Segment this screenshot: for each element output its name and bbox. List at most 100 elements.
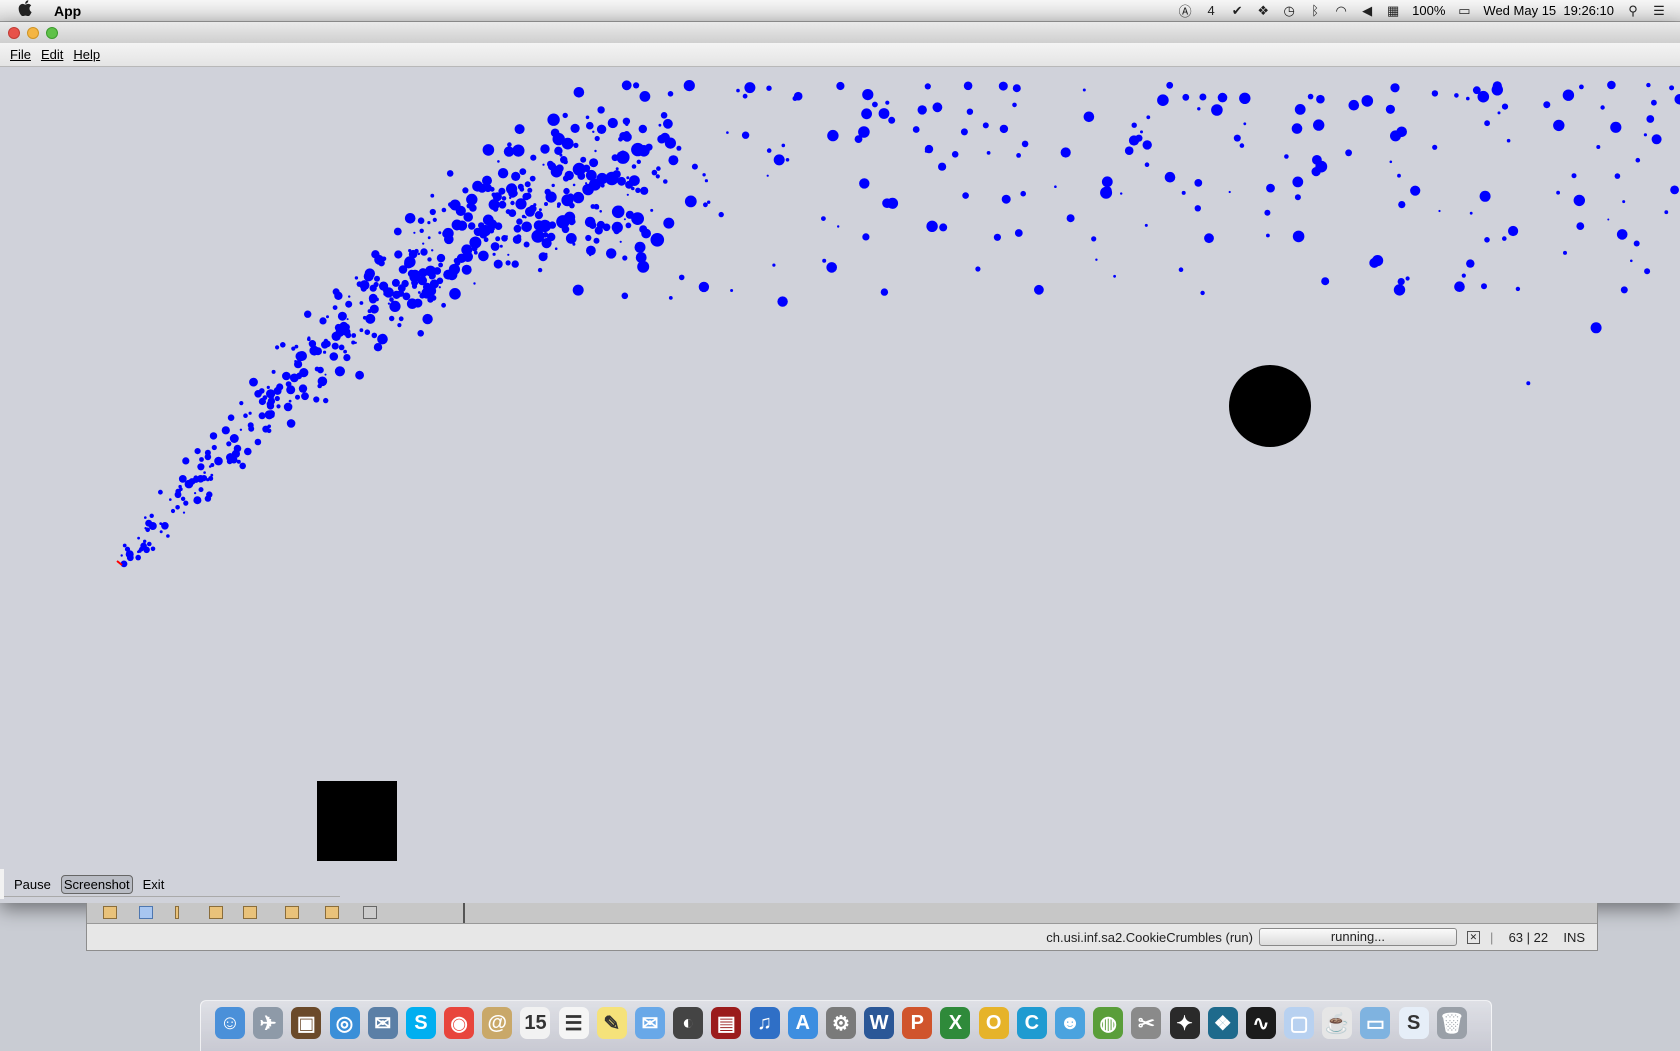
crumb-particle: [1502, 104, 1508, 110]
crumb-particle: [1462, 274, 1466, 278]
facetime-icon[interactable]: ◐: [673, 1007, 703, 1039]
volume-icon[interactable]: ◀: [1360, 3, 1374, 19]
crumb-particle: [418, 291, 421, 294]
tool-icon[interactable]: [103, 906, 117, 919]
safari-icon[interactable]: ◎: [330, 1007, 360, 1039]
excel-icon[interactable]: X: [940, 1007, 970, 1039]
java-icon[interactable]: ☕: [1322, 1007, 1352, 1039]
crumb-particle: [447, 170, 454, 177]
cyberduck-icon[interactable]: ✦: [1170, 1007, 1200, 1039]
clock[interactable]: Wed May 15 19:26:10: [1483, 3, 1614, 18]
app-store-icon[interactable]: A: [788, 1007, 818, 1039]
tool-icon[interactable]: [325, 906, 339, 919]
reminders-icon[interactable]: ☰: [559, 1007, 589, 1039]
crumb-particle: [699, 282, 709, 292]
crumb-particle: [506, 260, 511, 265]
crumb-particle: [1313, 119, 1324, 130]
tool-icon[interactable]: [175, 906, 179, 919]
screenshot-button[interactable]: Screenshot: [61, 875, 133, 894]
outlook-icon[interactable]: O: [979, 1007, 1009, 1039]
menu-edit[interactable]: Edit: [41, 47, 63, 62]
photos-icon[interactable]: ▤: [711, 1007, 741, 1039]
crumb-particle: [1466, 97, 1470, 101]
tool-icon[interactable]: [243, 906, 257, 919]
crumb-particle: [1574, 195, 1585, 206]
crumb-particle: [1432, 90, 1438, 96]
pause-button[interactable]: Pause: [10, 875, 55, 894]
image-tool-icon[interactable]: ✂: [1131, 1007, 1161, 1039]
progress-bar: running...: [1259, 928, 1457, 946]
cancel-run-icon[interactable]: ✕: [1467, 931, 1480, 944]
crumb-particle: [1034, 285, 1044, 295]
adobe-icon[interactable]: Ⓐ: [1178, 1, 1192, 20]
zoom-window-button[interactable]: [46, 27, 58, 39]
wifi-icon[interactable]: ◠: [1334, 3, 1348, 19]
crumb-particle: [1020, 191, 1026, 197]
crumb-particle: [231, 416, 234, 419]
checkmark-icon[interactable]: ✔: [1230, 3, 1244, 19]
crumb-particle: [589, 254, 591, 256]
finder-icon[interactable]: ☺: [215, 1007, 245, 1039]
crumb-particle: [319, 317, 326, 324]
notes-icon[interactable]: ✎: [597, 1007, 627, 1039]
contacts-icon[interactable]: @: [482, 1007, 512, 1039]
chrome-icon[interactable]: ◉: [444, 1007, 474, 1039]
flag-icon[interactable]: ▦: [1386, 3, 1400, 19]
crumb-particle: [511, 190, 518, 197]
ide-window: ch.usi.inf.sa2.CookieCrumbles (run) runn…: [86, 903, 1598, 951]
sourcetree-icon[interactable]: ❖: [1208, 1007, 1238, 1039]
crumb-particle: [1143, 140, 1152, 149]
virtualbox-icon[interactable]: ▢: [1284, 1007, 1314, 1039]
crumb-particle: [1644, 133, 1647, 136]
simulation-canvas[interactable]: [0, 67, 1680, 892]
messenger-icon[interactable]: ☻: [1055, 1007, 1085, 1039]
dropbox-icon[interactable]: ❖: [1256, 3, 1270, 19]
crumb-particle: [427, 257, 431, 261]
close-window-button[interactable]: [8, 27, 20, 39]
battery-icon[interactable]: ▭: [1457, 3, 1471, 19]
trash-icon[interactable]: 🗑: [1437, 1007, 1467, 1039]
globe-icon[interactable]: ◍: [1093, 1007, 1123, 1039]
crumb-particle: [1630, 260, 1633, 263]
tool-icon[interactable]: [363, 906, 377, 919]
menu-help[interactable]: Help: [73, 47, 100, 62]
crumb-particle: [703, 202, 708, 207]
apple-icon[interactable]: [18, 0, 38, 21]
tool-icon[interactable]: [285, 906, 299, 919]
system-preferences-icon[interactable]: ⚙: [826, 1007, 856, 1039]
documents-folder-icon[interactable]: ▭: [1360, 1007, 1390, 1039]
photo-booth-icon[interactable]: ▣: [291, 1007, 321, 1039]
launchpad-icon[interactable]: ✈: [253, 1007, 283, 1039]
crumb-particle: [925, 145, 933, 153]
window-title-bar[interactable]: [0, 22, 1680, 44]
minimize-window-button[interactable]: [27, 27, 39, 39]
mail-icon[interactable]: ✉: [368, 1007, 398, 1039]
powerpoint-icon[interactable]: P: [902, 1007, 932, 1039]
notification-center-icon[interactable]: ☰: [1652, 3, 1666, 19]
word-icon[interactable]: W: [864, 1007, 894, 1039]
downloads-stack-icon[interactable]: S: [1399, 1007, 1429, 1039]
tool-icon[interactable]: [209, 906, 223, 919]
calendar-icon[interactable]: 15: [520, 1007, 550, 1039]
crumb-particle: [135, 555, 141, 561]
menu-file[interactable]: File: [10, 47, 31, 62]
battery-percent[interactable]: 100%: [1412, 3, 1445, 18]
c-app-icon[interactable]: C: [1017, 1007, 1047, 1039]
crumb-particle: [374, 276, 380, 282]
app-name[interactable]: App: [54, 3, 81, 19]
messages-icon[interactable]: ✉: [635, 1007, 665, 1039]
crumb-particle: [498, 168, 508, 178]
tool-icon[interactable]: [139, 906, 153, 919]
notifications-count[interactable]: 4: [1204, 3, 1218, 18]
run-target-label[interactable]: ch.usi.inf.sa2.CookieCrumbles (run): [1046, 930, 1253, 945]
time-machine-icon[interactable]: ◷: [1282, 3, 1296, 19]
bluetooth-icon[interactable]: ᛒ: [1308, 3, 1322, 18]
itunes-icon[interactable]: ♫: [750, 1007, 780, 1039]
skype-icon[interactable]: S: [406, 1007, 436, 1039]
activity-monitor-icon[interactable]: ∿: [1246, 1007, 1276, 1039]
crumb-particle: [599, 210, 602, 213]
crumb-particle: [1182, 191, 1186, 195]
crumb-particle: [342, 328, 350, 336]
spotlight-icon[interactable]: ⚲: [1626, 3, 1640, 19]
exit-button[interactable]: Exit: [139, 875, 169, 894]
